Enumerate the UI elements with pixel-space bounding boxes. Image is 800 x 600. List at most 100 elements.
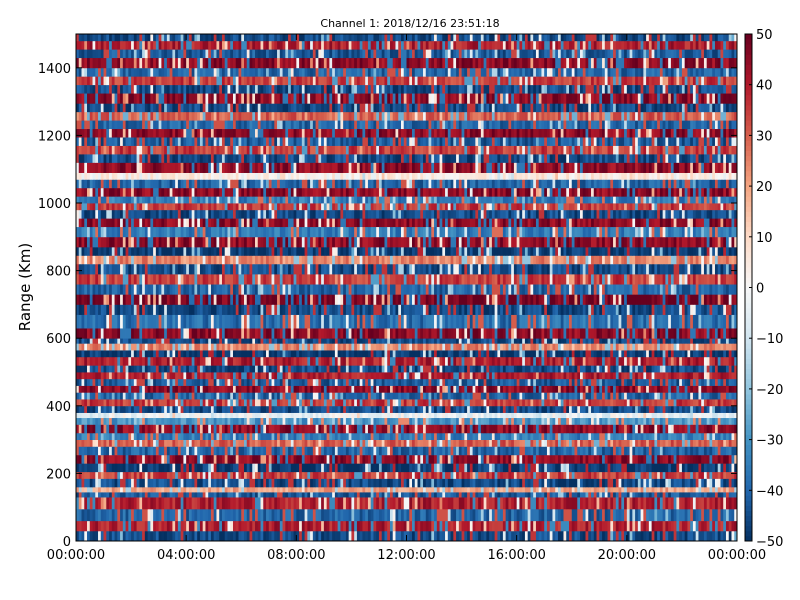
heatmap-cell bbox=[128, 439, 132, 447]
heatmap-cell bbox=[676, 508, 680, 522]
heatmap-cell bbox=[290, 486, 294, 493]
heatmap-cell bbox=[544, 392, 548, 400]
heatmap-cell bbox=[150, 520, 154, 532]
heatmap-cell bbox=[692, 446, 697, 456]
heatmap-cell bbox=[147, 463, 151, 473]
heatmap-cell bbox=[221, 439, 226, 447]
heatmap-cell bbox=[618, 405, 622, 413]
heatmap-cell bbox=[318, 417, 322, 425]
heatmap-cell bbox=[227, 417, 231, 425]
heatmap-cell bbox=[161, 385, 165, 393]
heatmap-cell bbox=[122, 520, 126, 532]
heatmap-cell bbox=[563, 392, 567, 400]
heatmap-cell bbox=[98, 405, 102, 413]
heatmap-cell bbox=[670, 385, 675, 393]
heatmap-cell bbox=[522, 486, 526, 493]
heatmap-cell bbox=[557, 454, 562, 464]
heatmap-cell bbox=[557, 412, 562, 419]
heatmap-cell bbox=[277, 405, 281, 413]
heatmap-cell bbox=[288, 497, 292, 510]
heatmap-cell bbox=[439, 454, 443, 464]
heatmap-cell bbox=[158, 497, 162, 510]
heatmap-cell bbox=[681, 486, 686, 493]
heatmap-cell bbox=[720, 417, 724, 425]
heatmap-cell bbox=[497, 463, 501, 473]
heatmap-cell bbox=[607, 471, 611, 479]
heatmap-cell bbox=[511, 446, 515, 456]
heatmap-cell bbox=[637, 385, 641, 393]
heatmap-cell bbox=[513, 432, 518, 440]
heatmap-cell bbox=[516, 478, 520, 488]
heatmap-cell bbox=[365, 530, 369, 541]
heatmap-cell bbox=[456, 471, 460, 479]
heatmap-cell bbox=[571, 471, 575, 479]
heatmap-cell bbox=[602, 520, 606, 532]
heatmap-cell bbox=[183, 471, 187, 479]
heatmap-cell bbox=[131, 497, 135, 510]
heatmap-cell bbox=[489, 497, 493, 510]
heatmap-cell bbox=[494, 508, 498, 522]
heatmap-cell bbox=[172, 385, 176, 393]
heatmap-cell bbox=[544, 385, 548, 393]
heatmap-cell bbox=[640, 385, 644, 393]
heatmap-cell bbox=[717, 424, 721, 434]
heatmap-cell bbox=[591, 508, 595, 522]
heatmap-cell bbox=[318, 471, 322, 479]
heatmap-cell bbox=[164, 520, 168, 532]
heatmap-cell bbox=[150, 454, 154, 464]
heatmap-cell bbox=[701, 432, 705, 440]
heatmap-cell bbox=[387, 439, 391, 447]
heatmap-cell bbox=[238, 497, 242, 510]
heatmap-cell bbox=[395, 432, 399, 440]
heatmap-cell bbox=[585, 385, 589, 393]
heatmap-cell bbox=[423, 417, 427, 425]
heatmap-cell bbox=[654, 508, 658, 522]
heatmap-cell bbox=[613, 491, 617, 498]
heatmap-cell bbox=[524, 385, 529, 393]
heatmap-cell bbox=[136, 520, 140, 532]
heatmap-cell bbox=[166, 463, 171, 473]
heatmap-cell bbox=[577, 486, 581, 493]
heatmap-cell bbox=[538, 446, 542, 456]
heatmap-cell bbox=[692, 530, 697, 541]
heatmap-cell bbox=[403, 463, 407, 473]
heatmap-cell bbox=[161, 417, 165, 425]
heatmap-cell bbox=[76, 497, 80, 510]
heatmap-cell bbox=[560, 486, 564, 493]
heatmap-cell bbox=[249, 392, 253, 400]
heatmap-cell bbox=[535, 530, 540, 541]
heatmap-cell bbox=[505, 417, 509, 425]
heatmap-cell bbox=[648, 530, 653, 541]
heatmap-cell bbox=[238, 530, 242, 541]
heatmap-cell bbox=[389, 491, 394, 498]
heatmap-cell bbox=[640, 432, 644, 440]
heatmap-cell bbox=[425, 417, 429, 425]
heatmap-cell bbox=[307, 508, 311, 522]
heatmap-cell bbox=[183, 478, 187, 488]
heatmap-cell bbox=[188, 478, 193, 488]
heatmap-cell bbox=[494, 412, 498, 419]
heatmap-cell bbox=[202, 520, 206, 532]
heatmap-cell bbox=[98, 520, 102, 532]
heatmap-cell bbox=[208, 432, 212, 440]
heatmap-cell bbox=[232, 454, 237, 464]
heatmap-cell bbox=[508, 520, 512, 532]
heatmap-cell bbox=[508, 446, 512, 456]
heatmap-cell bbox=[447, 432, 451, 440]
heatmap-cell bbox=[153, 378, 157, 386]
heatmap-cell bbox=[563, 520, 567, 532]
heatmap-cell bbox=[574, 446, 578, 456]
heatmap-cell bbox=[516, 405, 520, 413]
heatmap-cell bbox=[367, 508, 372, 522]
heatmap-cell bbox=[591, 424, 595, 434]
heatmap-cell bbox=[654, 424, 658, 434]
heatmap-cell bbox=[467, 478, 471, 488]
heatmap-cell bbox=[651, 417, 655, 425]
heatmap-cell bbox=[155, 508, 160, 522]
heatmap-cell bbox=[95, 417, 99, 425]
heatmap-cell bbox=[417, 486, 421, 493]
heatmap-cell bbox=[384, 446, 388, 456]
heatmap-cell bbox=[362, 439, 366, 447]
heatmap-cell bbox=[621, 417, 625, 425]
heatmap-cell bbox=[147, 446, 151, 456]
